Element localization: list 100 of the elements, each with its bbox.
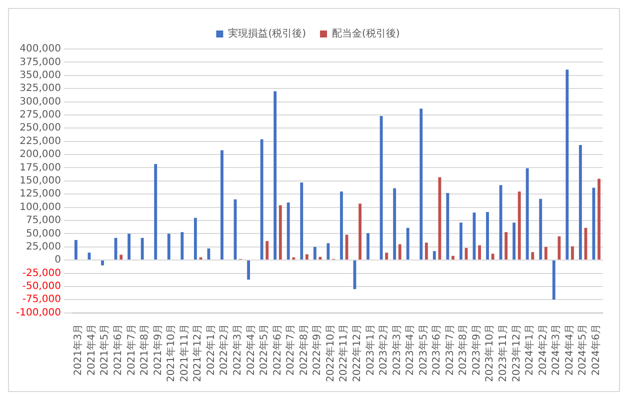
y-tick-label: 325,000 [20, 83, 61, 94]
x-tick-label: 2021年9月 [152, 324, 164, 376]
x-tick-label: 2023年8月 [457, 324, 470, 376]
y-tick-label: 175,000 [20, 162, 61, 174]
bar [207, 248, 210, 260]
x-tick-label: 2021年3月 [72, 324, 84, 376]
x-tick-label: 2023年5月 [417, 324, 430, 376]
x-tick-label: 2022年2月 [218, 324, 230, 376]
bar [592, 188, 596, 260]
y-tick-label: -50,000 [22, 281, 61, 292]
x-tick-label: 2021年8月 [138, 324, 151, 376]
bar [292, 257, 296, 260]
x-tick-label: 2022年9月 [311, 324, 324, 376]
bar [491, 254, 494, 260]
x-tick-label: 2023年9月 [470, 324, 482, 376]
bar [571, 246, 574, 260]
bar [438, 177, 442, 260]
x-tick-label: 2023年10月 [484, 324, 496, 382]
bar [380, 116, 383, 260]
y-tick-label: 300,000 [20, 96, 61, 108]
bar [398, 244, 402, 260]
bar [247, 260, 250, 280]
y-tick-label: 200,000 [20, 149, 61, 160]
bar [459, 222, 462, 260]
x-tick-label: 2021年11月 [178, 324, 190, 382]
bar [101, 260, 104, 266]
bar [385, 252, 388, 260]
x-tick-label: 2022年6月 [271, 324, 284, 376]
x-tick-label: 2021年10月 [165, 324, 178, 382]
bar [544, 246, 548, 260]
x-tick-label: 2023年7月 [444, 324, 456, 376]
bar [286, 202, 290, 260]
bar [566, 70, 569, 260]
y-tick-label: 225,000 [20, 136, 61, 147]
bar [358, 204, 362, 260]
y-tick-label: 75,000 [26, 215, 61, 226]
bar [274, 91, 277, 260]
x-tick-label: 2021年12月 [192, 324, 204, 382]
bar [512, 222, 516, 260]
x-tick-label: 2022年3月 [232, 324, 244, 376]
bar [140, 238, 144, 260]
y-tick-label: 275,000 [20, 110, 61, 121]
bar [526, 168, 529, 260]
bar [531, 252, 534, 260]
x-tick-label: 2023年3月 [390, 324, 403, 376]
bar [266, 241, 269, 260]
y-tick-label: 25,000 [26, 241, 61, 252]
x-tick-label: 2022年7月 [284, 324, 297, 376]
x-tick-label: 2022年1月 [204, 324, 217, 376]
x-tick-label: 2022年10月 [324, 324, 336, 382]
x-tick-label: 2023年1月 [364, 324, 376, 376]
bar [194, 218, 197, 260]
x-tick-label: 2022年8月 [298, 324, 310, 376]
y-tick-label: 100,000 [20, 202, 61, 213]
y-tick-label: -25,000 [22, 268, 61, 279]
bar [424, 242, 428, 260]
x-tick-label: 2021年4月 [85, 324, 98, 376]
bar [74, 240, 78, 260]
x-tick-label: 2023年6月 [430, 324, 443, 376]
bar [167, 234, 170, 260]
bar [300, 182, 304, 260]
bar [486, 212, 489, 260]
bar [278, 205, 282, 260]
bar [366, 233, 370, 260]
bar [539, 198, 542, 260]
x-tick-label: 2022年4月 [244, 324, 257, 376]
bar [420, 108, 423, 260]
x-tick-label: 2024年3月 [550, 324, 562, 376]
x-tick-label: 2021年5月 [98, 324, 111, 376]
x-tick-label: 2023年4月 [404, 324, 416, 376]
bar [120, 254, 123, 260]
x-tick-label: 2023年12月 [510, 324, 522, 382]
y-tick-label: 0 [54, 254, 61, 266]
x-tick-label: 2021年6月 [112, 324, 124, 376]
bar [313, 246, 316, 260]
bar [558, 236, 561, 260]
x-tick-label: 2022年11月 [338, 324, 350, 382]
bar [452, 256, 454, 260]
bar [393, 188, 396, 260]
bar [478, 245, 481, 260]
bar [128, 234, 131, 260]
x-tick-label: 2024年5月 [576, 324, 589, 376]
bar [326, 243, 330, 260]
bar [598, 178, 600, 260]
y-tick-label: -100,000 [16, 307, 61, 318]
x-tick-label: 2023年2月 [378, 324, 390, 376]
legend-label: 配当金(税引後) [332, 28, 400, 40]
bar [432, 251, 436, 260]
y-tick-label: -75,000 [22, 294, 61, 306]
bar [446, 193, 450, 260]
x-tick-label: 2021年7月 [125, 324, 138, 376]
legend-label: 実現損益(税引後) [228, 28, 306, 40]
bar [578, 145, 582, 260]
y-tick-label: 400,000 [20, 44, 61, 55]
bar [220, 150, 224, 260]
bar [180, 232, 184, 260]
y-tick-label: 50,000 [26, 228, 61, 240]
bar [406, 228, 410, 260]
x-tick-label: 2024年4月 [563, 324, 576, 376]
y-tick-label: 250,000 [20, 122, 61, 134]
